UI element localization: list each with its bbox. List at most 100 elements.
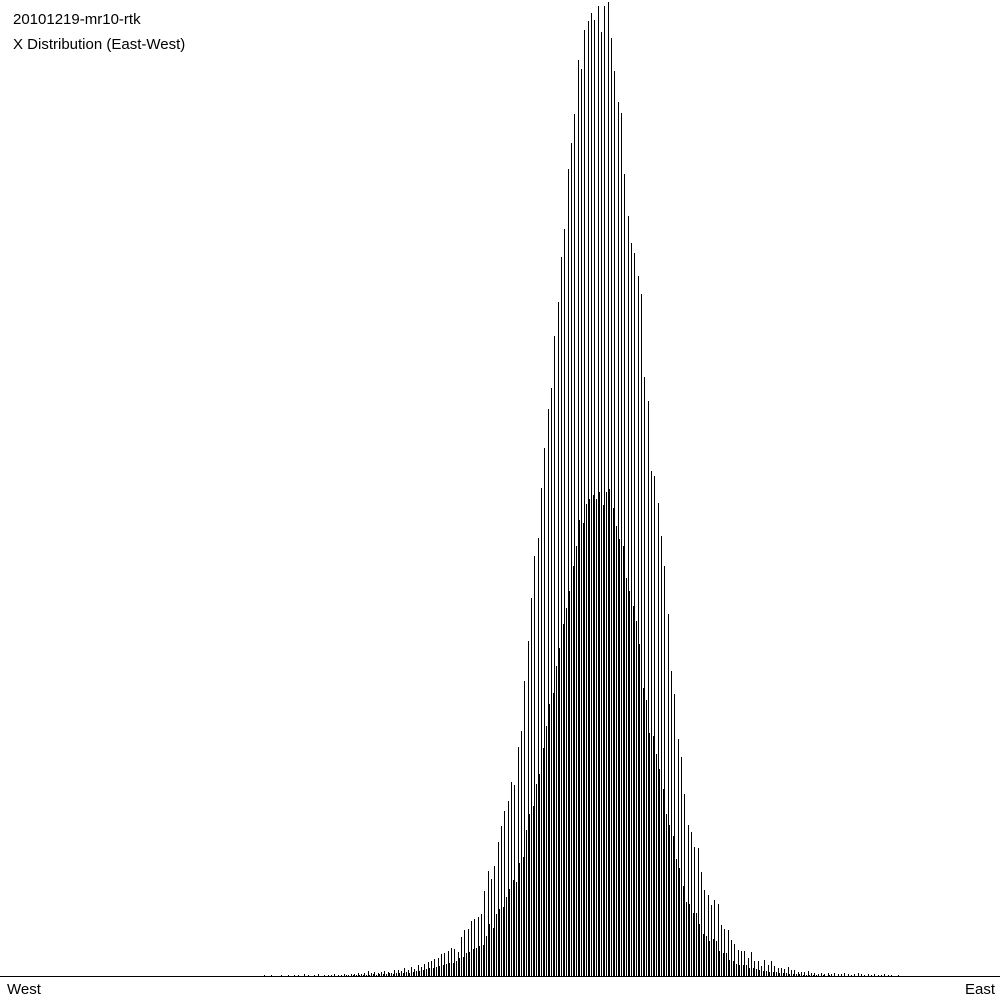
histogram-bar-spike: [444, 953, 445, 976]
histogram-bar-base: [769, 972, 770, 976]
histogram-bar-spike: [771, 961, 772, 976]
histogram-bar-base: [383, 974, 384, 976]
histogram-bar-base: [479, 946, 480, 976]
histogram-bar-base: [606, 492, 607, 976]
histogram-bar-base: [646, 700, 647, 976]
histogram-bar-spike: [871, 975, 872, 976]
histogram-bar-spike: [358, 973, 359, 976]
histogram-bar-spike: [708, 895, 709, 976]
histogram-bar-base: [616, 526, 617, 976]
histogram-bar-spike: [851, 975, 852, 976]
histogram-bar-base: [366, 975, 367, 976]
histogram-bar-base: [539, 774, 540, 976]
histogram-bar-base: [373, 974, 374, 976]
histogram-bar-base: [663, 789, 664, 976]
histogram-bar-spike: [281, 975, 282, 976]
histogram-bar-base: [506, 897, 507, 976]
histogram-bar-spike: [768, 965, 769, 976]
histogram-bar-spike: [541, 488, 542, 976]
histogram-bar-base: [813, 975, 814, 976]
histogram-bar-spike: [754, 961, 755, 976]
histogram-bar-base: [519, 863, 520, 976]
histogram-bar-spike: [394, 970, 395, 976]
histogram-bar-base: [493, 928, 494, 976]
histogram-bar-spike: [774, 966, 775, 976]
histogram-bar-spike: [821, 973, 822, 976]
histogram-bar-spike: [688, 825, 689, 976]
histogram-bar-spike: [638, 276, 639, 976]
histogram-bar-spike: [698, 848, 699, 976]
histogram-bar-spike: [298, 975, 299, 976]
histogram-bar-base: [776, 972, 777, 976]
histogram-bar-spike: [308, 975, 309, 976]
histogram-bar-spike: [508, 801, 509, 976]
histogram-bar-base: [449, 963, 450, 976]
histogram-bar-spike: [428, 962, 429, 976]
histogram-bar-base: [586, 504, 587, 976]
histogram-bar-spike: [368, 971, 369, 976]
histogram-bar-base: [509, 889, 510, 976]
histogram-bar-base: [549, 704, 550, 976]
histogram-bar-spike: [558, 302, 559, 976]
histogram-bar-base: [706, 936, 707, 976]
histogram-bar-base: [496, 914, 497, 976]
histogram-bar-base: [613, 508, 614, 976]
histogram-bar-spike: [568, 169, 569, 976]
histogram-bar-spike: [391, 973, 392, 976]
histogram-bar-spike: [341, 975, 342, 976]
histogram-bar-spike: [814, 973, 815, 976]
histogram-bar-base: [583, 523, 584, 976]
histogram-bar-base: [649, 733, 650, 976]
histogram-bar-spike: [288, 975, 289, 976]
histogram-bar-spike: [804, 972, 805, 976]
histogram-bar-spike: [364, 973, 365, 976]
histogram-bar-base: [733, 961, 734, 976]
histogram-bar-spike: [878, 975, 879, 976]
histogram-bar-base: [446, 964, 447, 976]
histogram-bar-base: [399, 973, 400, 976]
histogram-bar-base: [376, 975, 377, 976]
histogram-bar-base: [659, 769, 660, 976]
histogram-bar-spike: [608, 2, 609, 976]
histogram-bar-base: [503, 907, 504, 976]
histogram-bar-base: [596, 499, 597, 976]
histogram-bar-spike: [374, 972, 375, 976]
histogram-bar-base: [443, 965, 444, 976]
histogram-bar-base: [576, 546, 577, 976]
histogram-bar-spike: [581, 69, 582, 976]
histogram-bar-base: [413, 972, 414, 976]
histogram-bar-spike: [348, 975, 349, 976]
histogram-bar-base: [709, 941, 710, 976]
histogram-bar-spike: [371, 973, 372, 976]
histogram-bar-spike: [784, 969, 785, 976]
histogram-bar-spike: [578, 60, 579, 976]
histogram-bar-base: [669, 825, 670, 976]
histogram-bar-spike: [501, 826, 502, 976]
histogram-bar-spike: [441, 954, 442, 976]
histogram-bar-spike: [388, 972, 389, 976]
histogram-bar-spike: [858, 973, 859, 976]
histogram-bar-spike: [588, 21, 589, 976]
histogram-bar-base: [523, 857, 524, 976]
histogram-bar-spike: [414, 969, 415, 976]
histogram-bar-base: [419, 971, 420, 976]
histogram-bar-spike: [788, 967, 789, 976]
histogram-bar-spike: [781, 968, 782, 976]
histogram-bar-base: [686, 902, 687, 976]
histogram-bar-spike: [898, 975, 899, 976]
histogram-bar-spike: [761, 966, 762, 976]
histogram-bar-base: [696, 913, 697, 976]
histogram-bar-spike: [841, 974, 842, 976]
histogram-bar-spike: [314, 975, 315, 976]
histogram-bar-base: [546, 726, 547, 976]
histogram-bar-base: [353, 975, 354, 976]
histogram-bar-spike: [594, 20, 595, 976]
histogram-bar-spike: [344, 974, 345, 976]
histogram-bar-base: [619, 539, 620, 976]
histogram-bar-base: [789, 974, 790, 976]
histogram-bar-base: [459, 958, 460, 976]
histogram-bar-base: [629, 591, 630, 976]
histogram-bar-spike: [584, 30, 585, 976]
histogram-bar-spike: [831, 974, 832, 976]
